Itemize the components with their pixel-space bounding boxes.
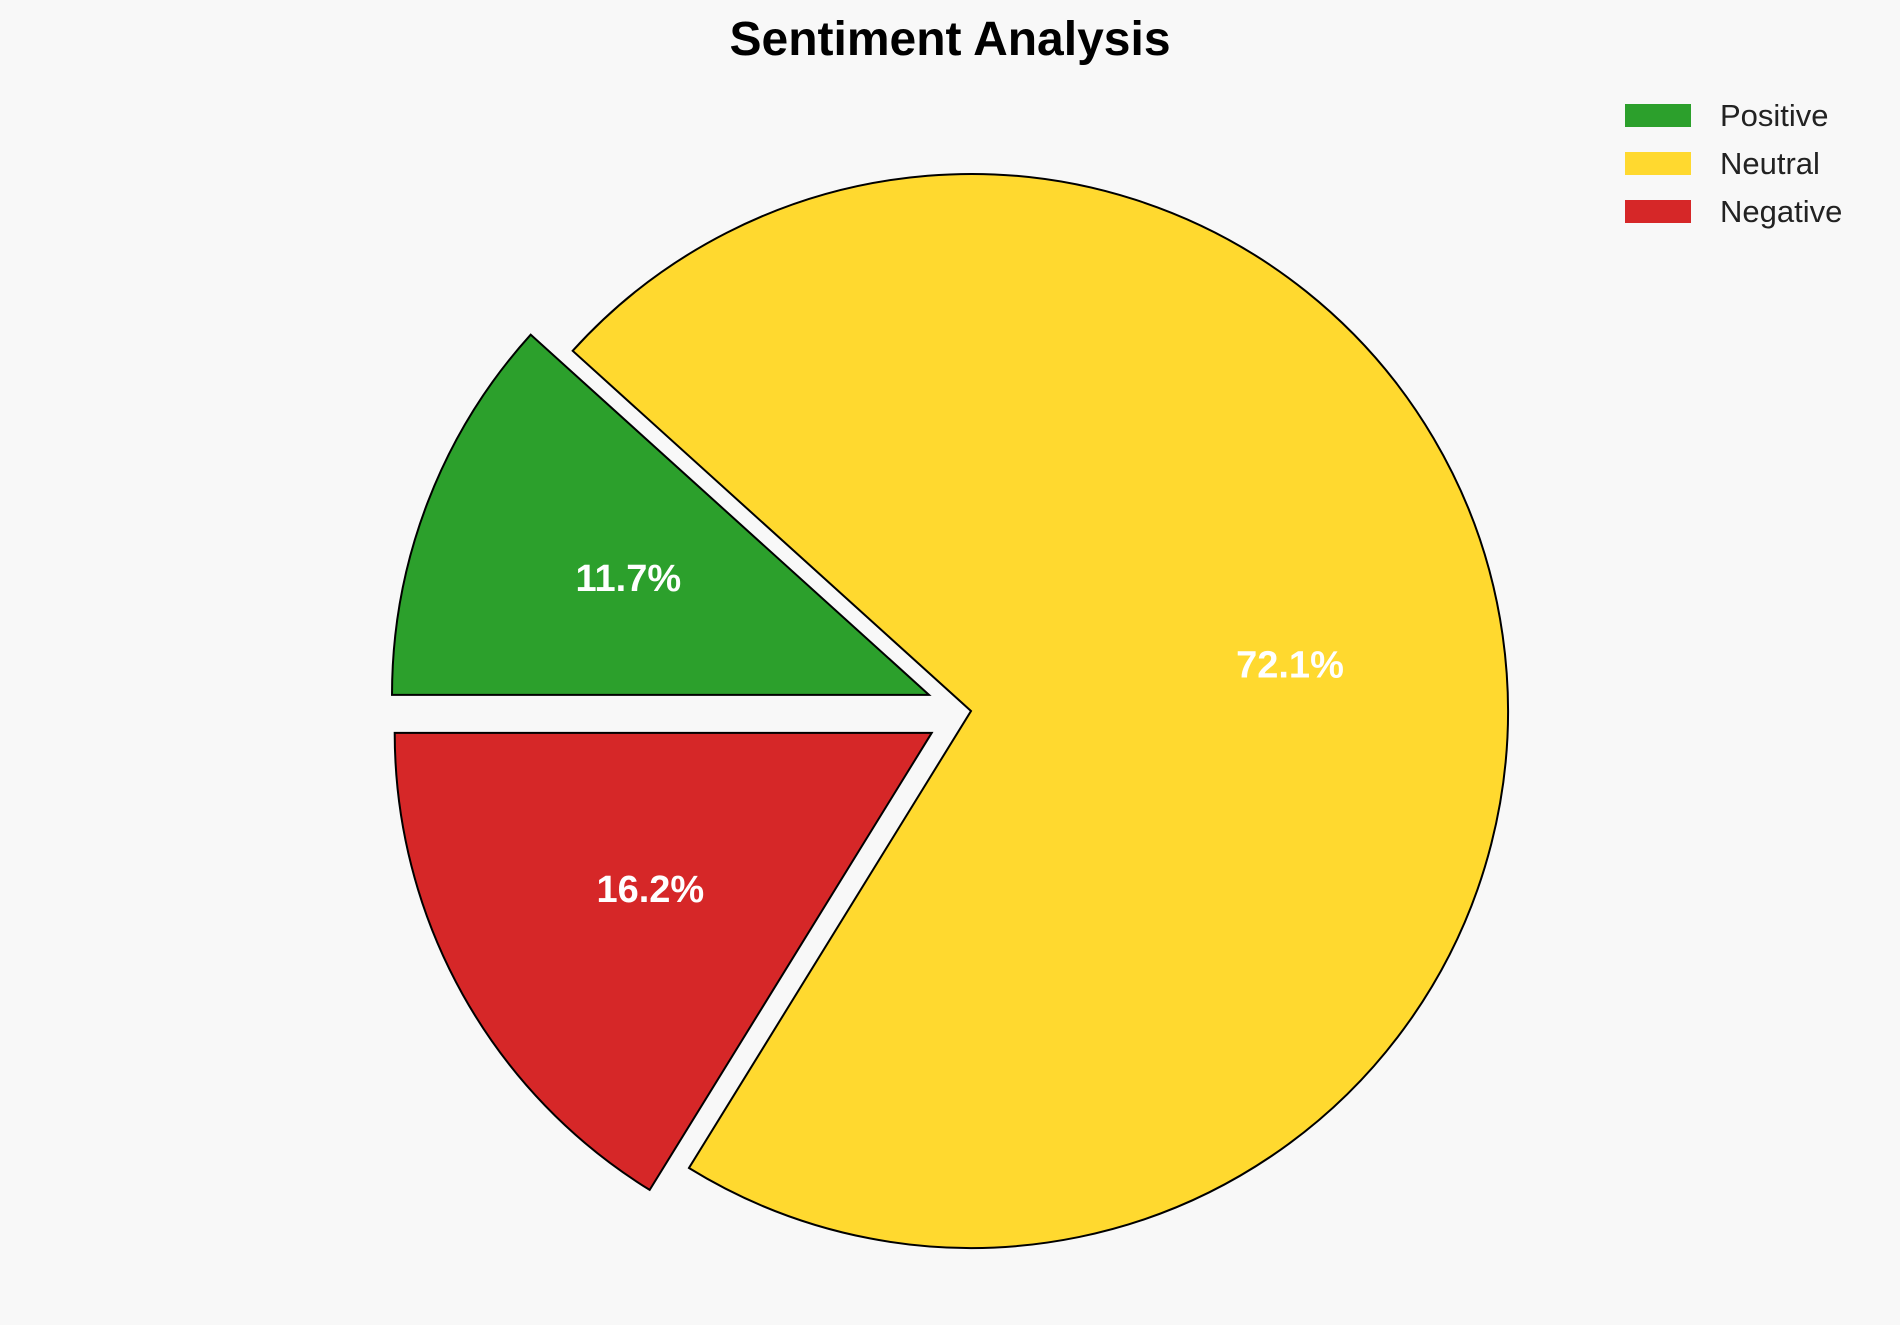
slice-label-negative: 16.2% xyxy=(596,869,704,911)
slice-label-neutral: 72.1% xyxy=(1236,645,1344,687)
pie-slice-neutral xyxy=(571,173,1509,1249)
legend: Positive Neutral Negative xyxy=(1625,98,1842,229)
legend-label-negative: Negative xyxy=(1720,194,1842,229)
chart-title: Sentiment Analysis xyxy=(729,13,1170,66)
legend-swatch-negative xyxy=(1625,200,1691,223)
pie-slice-negative xyxy=(393,731,934,1192)
pie-slice-labels: 11.7% 72.1% 16.2% xyxy=(576,558,1344,911)
legend-swatch-positive xyxy=(1625,104,1691,127)
pie-slices xyxy=(391,173,1509,1249)
pie-slice-positive xyxy=(391,333,932,696)
legend-label-neutral: Neutral xyxy=(1720,146,1820,181)
legend-label-positive: Positive xyxy=(1720,98,1829,133)
slice-label-positive: 11.7% xyxy=(576,558,682,600)
legend-swatch-neutral xyxy=(1625,152,1691,175)
